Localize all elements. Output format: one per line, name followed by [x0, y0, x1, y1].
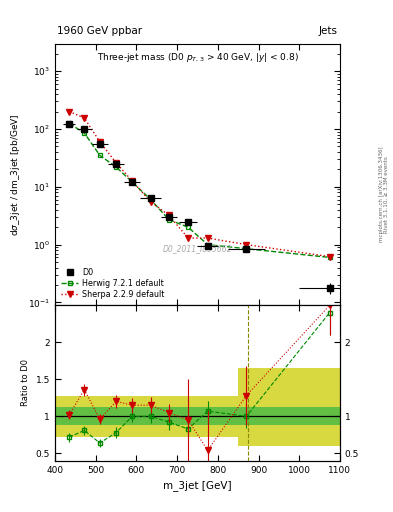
Text: D0_2011_I895662: D0_2011_I895662 [163, 244, 232, 253]
Text: mcplots.cern.ch [arXiv:1306.3436]: mcplots.cern.ch [arXiv:1306.3436] [379, 147, 384, 242]
Legend: D0, Herwig 7.2.1 default, Sherpa 2.2.9 default: D0, Herwig 7.2.1 default, Sherpa 2.2.9 d… [59, 267, 166, 301]
Text: Rivet 3.1.10, ≥ 3.3M events: Rivet 3.1.10, ≥ 3.3M events [384, 156, 388, 233]
X-axis label: m_3jet [GeV]: m_3jet [GeV] [163, 480, 232, 491]
Text: Three-jet mass (D0 $p_{T,3}$ > 40 GeV, $|y|$ < 0.8): Three-jet mass (D0 $p_{T,3}$ > 40 GeV, $… [97, 51, 298, 64]
Text: 1960 GeV ppbar: 1960 GeV ppbar [57, 26, 142, 36]
Y-axis label: d$\sigma$_3jet / dm_3jet [pb/GeV]: d$\sigma$_3jet / dm_3jet [pb/GeV] [9, 113, 22, 236]
Y-axis label: Ratio to D0: Ratio to D0 [21, 359, 30, 407]
Text: Jets: Jets [319, 26, 338, 36]
